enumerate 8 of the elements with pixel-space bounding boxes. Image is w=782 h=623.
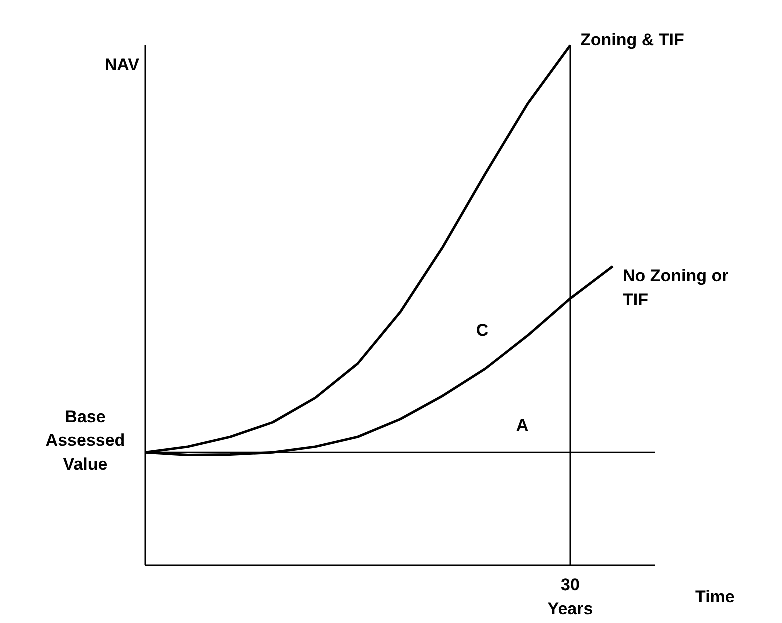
annotation: C xyxy=(476,321,489,340)
y-axis-title: NAV xyxy=(104,56,140,74)
series-label: Zoning & TIF xyxy=(580,30,684,50)
annotation: A xyxy=(516,416,529,435)
text: 30 Years xyxy=(548,576,594,618)
series-label: No Zoning or TIF xyxy=(623,266,730,310)
x-axis-title: Time xyxy=(696,588,735,606)
ref-line-label: Base Assessed Value xyxy=(46,407,126,474)
